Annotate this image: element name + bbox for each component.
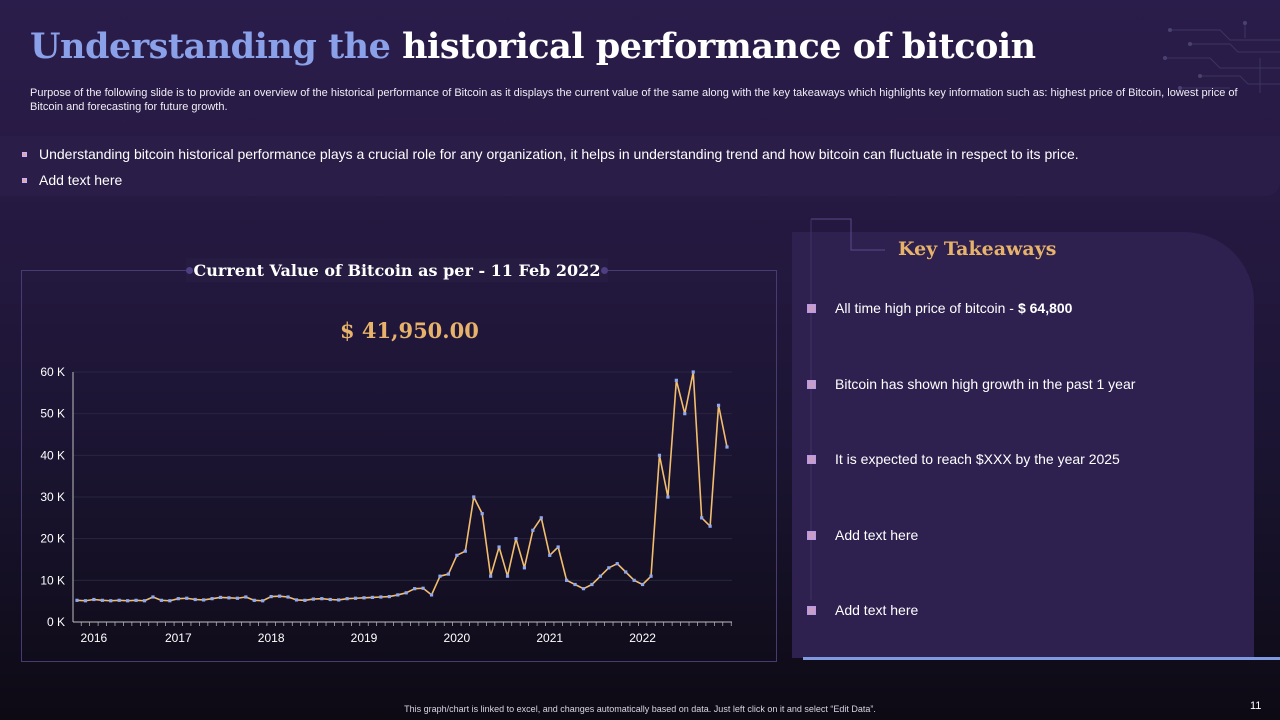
bullet-square-icon (22, 177, 27, 183)
page-title: Understanding the historical performance… (30, 26, 1036, 67)
bullet-square-icon (807, 530, 816, 540)
bullet-text: Understanding bitcoin historical perform… (39, 146, 1079, 162)
takeaway-text: Add text here (835, 527, 919, 543)
takeaway-bold: $ 64,800 (1017, 300, 1073, 316)
title-rest: historical performance of bitcoin (402, 26, 1036, 67)
takeaway-item-3: It is expected to reach $XXX by the year… (807, 451, 1120, 467)
bullet-band (0, 136, 1280, 196)
footer-note: This graph/chart is linked to excel, and… (404, 704, 876, 714)
takeaway-text: Add text here (835, 602, 919, 618)
takeaway-item-1: All time high price of bitcoin - $ 64,80… (807, 300, 1072, 316)
takeaway-item-5: Add text here (807, 602, 918, 618)
circuit-decoration (1163, 21, 1280, 93)
bullet-item-1: Understanding bitcoin historical perform… (22, 146, 1079, 162)
chart-title-bar: Current Value of Bitcoin as per - 11 Feb… (186, 258, 608, 282)
bullet-square-icon (807, 379, 816, 389)
bullet-square-icon (807, 605, 816, 615)
chart-title: Current Value of Bitcoin as per - 11 Feb… (193, 260, 601, 280)
title-accent: Understanding the (30, 26, 391, 67)
bullet-item-2: Add text here (22, 172, 122, 188)
takeaway-item-2: Bitcoin has shown high growth in the pas… (807, 376, 1135, 392)
takeaway-text: All time high price of bitcoin - (835, 300, 1014, 316)
bullet-square-icon (807, 303, 816, 313)
takeaway-text: Bitcoin has shown high growth in the pas… (835, 376, 1136, 392)
page-number: 11 (1250, 700, 1262, 712)
slide-subtitle: Purpose of the following slide is to pro… (30, 87, 1238, 113)
takeaway-text: It is expected to reach $XXX by the year… (835, 451, 1120, 467)
key-takeaways-panel (792, 232, 1254, 658)
bullet-square-icon (807, 454, 816, 464)
current-value: $ 41,950.00 (340, 318, 479, 343)
dot-icon (186, 267, 193, 274)
takeaway-item-4: Add text here (807, 527, 918, 543)
panel-accent-line (803, 657, 1280, 660)
key-takeaways-header: Key Takeaways (898, 238, 1057, 260)
dot-icon (601, 267, 608, 274)
bullet-text: Add text here (39, 172, 123, 188)
bullet-square-icon (22, 151, 27, 157)
